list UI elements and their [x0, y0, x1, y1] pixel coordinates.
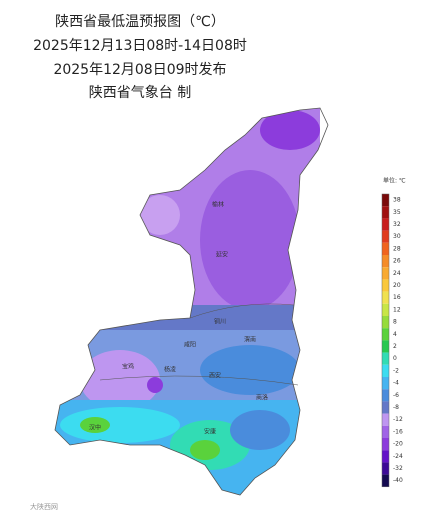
- city-label: 榆林: [212, 201, 224, 209]
- city-label: 安康: [204, 428, 216, 436]
- legend-frame: [381, 193, 390, 488]
- legend-swatch: [382, 291, 389, 304]
- temperature-map: [55, 108, 320, 495]
- legend-label: 20: [393, 282, 401, 289]
- watermark: 大陕西网: [30, 502, 58, 511]
- legend-swatch: [382, 316, 389, 329]
- legend-swatch: [382, 462, 389, 475]
- city-label: 渭南: [244, 336, 256, 344]
- legend-swatch: [382, 279, 389, 292]
- legend-label: 0: [393, 355, 397, 362]
- legend-swatch: [382, 218, 389, 231]
- legend-swatch: [382, 438, 389, 451]
- legend-label: 30: [393, 233, 401, 240]
- legend-label: 24: [393, 270, 401, 277]
- legend-swatch: [382, 425, 389, 438]
- legend-label: -8: [393, 404, 399, 411]
- city-label: 延安: [216, 251, 228, 259]
- legend-swatch: [382, 364, 389, 377]
- city-label: 咸阳: [184, 341, 196, 349]
- city-label: 宝鸡: [122, 363, 134, 371]
- legend-swatch: [382, 255, 389, 268]
- legend-label: 38: [393, 197, 401, 204]
- legend-swatch: [382, 206, 389, 219]
- legend-label: -16: [393, 428, 403, 435]
- legend-label: -4: [393, 380, 399, 387]
- city-borders: [99, 303, 299, 386]
- city-label: 杨凌: [164, 366, 176, 374]
- legend-label: 26: [393, 258, 401, 265]
- legend-swatch: [382, 377, 389, 390]
- legend-swatch: [382, 413, 389, 426]
- city-label: 铜川: [214, 318, 226, 326]
- city-label: 西安: [209, 372, 221, 380]
- title: 陕西省最低温预报图（℃）: [55, 14, 225, 30]
- legend-label: 4: [393, 331, 397, 338]
- period: 2025年12月13日08时-14日08时: [33, 38, 247, 54]
- legend-swatch: [382, 242, 389, 255]
- legend-swatch: [382, 474, 389, 487]
- issued: 2025年12月08日09时发布: [53, 62, 226, 78]
- legend-label: -2: [393, 367, 399, 374]
- legend-label: 12: [393, 306, 401, 313]
- legend-swatch: [382, 230, 389, 243]
- legend-label: -40: [393, 477, 403, 484]
- city-label: 商洛: [256, 394, 268, 402]
- legend-swatch: [382, 303, 389, 316]
- legend-swatch: [382, 389, 389, 402]
- legend-label: 35: [393, 209, 401, 216]
- legend-label: -12: [393, 416, 403, 423]
- legend-swatch: [382, 401, 389, 414]
- legend-swatch: [382, 267, 389, 280]
- legend-label: -6: [393, 392, 399, 399]
- legend-swatch: [382, 194, 389, 207]
- legend-label: -20: [393, 441, 403, 448]
- legend-label: -24: [393, 453, 403, 460]
- legend-swatch: [382, 450, 389, 463]
- legend-label: 2: [393, 343, 397, 350]
- legend-swatch: [382, 328, 389, 341]
- legend-label: 28: [393, 245, 401, 252]
- legend-label: -32: [393, 465, 403, 472]
- legend-label: 16: [393, 294, 401, 301]
- legend-title: 单位: ℃: [383, 177, 406, 185]
- legend-swatch: [382, 340, 389, 353]
- city-label: 汉中: [89, 424, 101, 432]
- legend-swatch: [382, 352, 389, 365]
- issuer: 陕西省气象台 制: [89, 85, 191, 101]
- legend-label: 8: [393, 319, 397, 326]
- legend-label: 32: [393, 221, 401, 228]
